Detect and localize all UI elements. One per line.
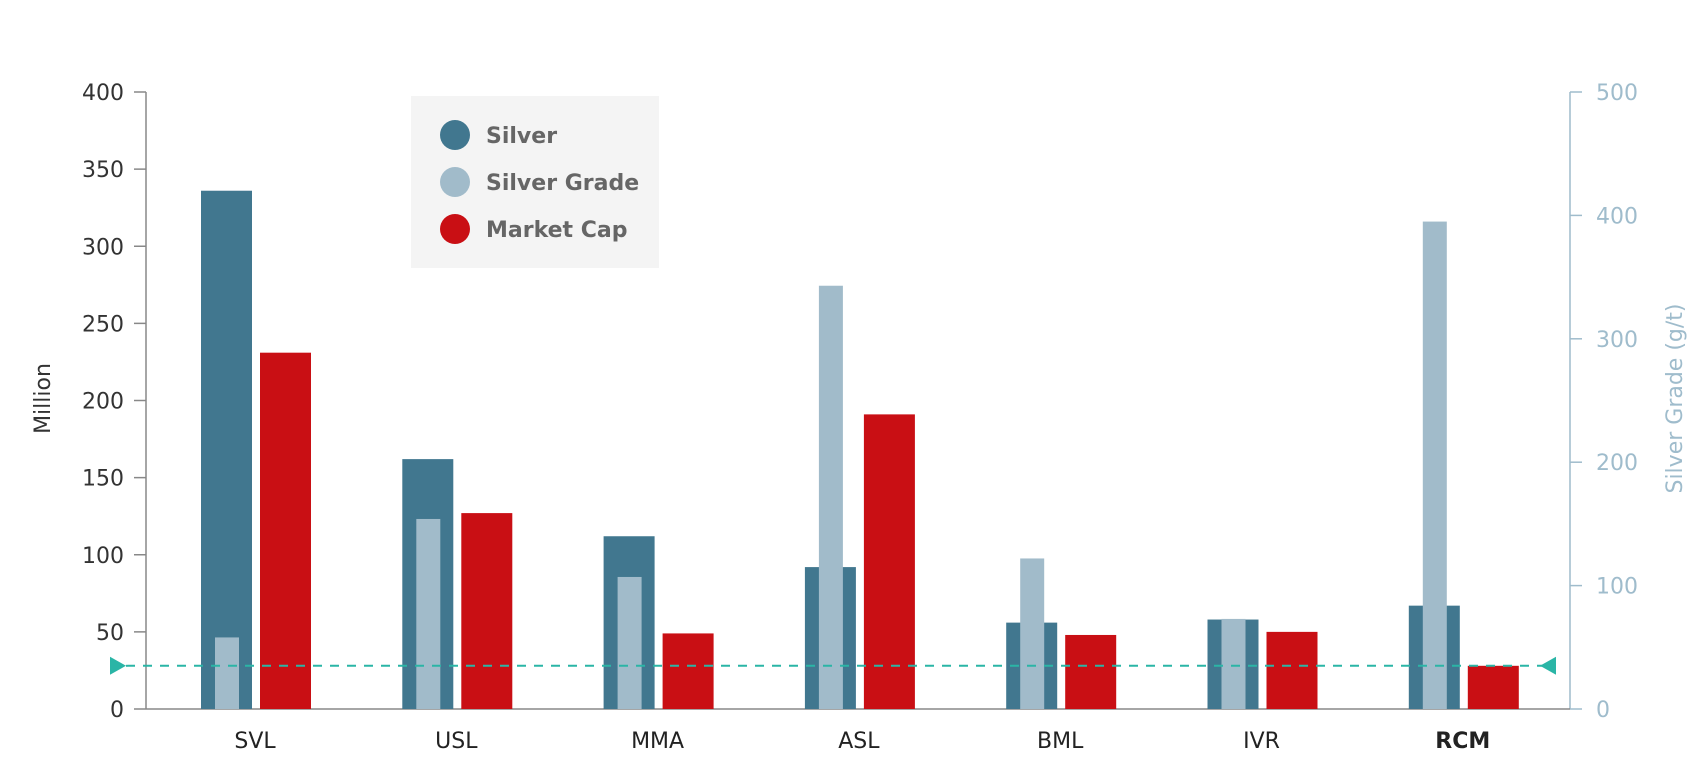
bar-silver-grade-asl bbox=[818, 285, 843, 709]
legend-label: Silver bbox=[486, 124, 557, 149]
bar-silver-svl bbox=[201, 190, 252, 710]
x-category-label: BML bbox=[1037, 729, 1084, 754]
y-right-tick-label: 200 bbox=[1596, 451, 1638, 476]
legend-swatch-icon bbox=[440, 120, 470, 150]
y-right-tick-label: 500 bbox=[1596, 81, 1638, 106]
y-right-tick-label: 100 bbox=[1596, 575, 1638, 600]
bar-market-cap-bml bbox=[1065, 634, 1117, 709]
x-category-label: IVR bbox=[1243, 729, 1280, 754]
y-axis-right-title: Silver Grade (g/t) bbox=[1663, 303, 1688, 493]
legend-label: Silver Grade bbox=[486, 171, 639, 196]
y-left-tick-label: 250 bbox=[82, 312, 124, 337]
y-left-tick-label: 50 bbox=[96, 621, 124, 646]
x-category-label: MMA bbox=[631, 729, 684, 754]
y-left-tick-label: 300 bbox=[82, 235, 124, 260]
bar-silver-grade-usl bbox=[416, 518, 441, 709]
bar-market-cap-rcm bbox=[1467, 665, 1519, 709]
bar-silver-grade-svl bbox=[215, 637, 239, 709]
y-left-tick-label: 200 bbox=[82, 390, 124, 415]
reference-marker-right-icon bbox=[1540, 656, 1556, 675]
bar-silver-grade-mma bbox=[617, 576, 642, 709]
x-category-label: RCM bbox=[1435, 729, 1490, 754]
legend: Silver Silver Grade Market Cap bbox=[411, 96, 659, 268]
legend-label: Market Cap bbox=[486, 218, 627, 243]
bar-market-cap-svl bbox=[260, 352, 311, 709]
legend-swatch-icon bbox=[440, 167, 470, 197]
y-right-tick-label: 400 bbox=[1596, 204, 1638, 229]
y-left-tick-label: 400 bbox=[82, 81, 124, 106]
y-left-tick-label: 100 bbox=[82, 544, 124, 569]
x-category-label: ASL bbox=[838, 729, 880, 754]
bar-silver-grade-rcm bbox=[1422, 221, 1447, 709]
y-left-tick-label: 0 bbox=[110, 698, 124, 723]
y-right-tick-label: 300 bbox=[1596, 328, 1638, 353]
bar-market-cap-asl bbox=[863, 414, 915, 709]
legend-swatch-icon bbox=[440, 214, 470, 244]
y-left-tick-label: 150 bbox=[82, 467, 124, 492]
bar-market-cap-ivr bbox=[1266, 631, 1318, 709]
bar-silver-grade-ivr bbox=[1221, 618, 1246, 709]
bar-silver-grade-bml bbox=[1020, 558, 1045, 709]
y-axis-left-title: Million bbox=[31, 363, 56, 434]
bar-market-cap-mma bbox=[662, 633, 714, 709]
reference-marker-left-icon bbox=[110, 656, 126, 675]
x-category-label: USL bbox=[435, 729, 478, 754]
y-left-tick-label: 350 bbox=[82, 158, 124, 183]
x-category-label: SVL bbox=[234, 729, 276, 754]
y-right-tick-label: 0 bbox=[1596, 698, 1610, 723]
bar-market-cap-usl bbox=[461, 513, 513, 709]
